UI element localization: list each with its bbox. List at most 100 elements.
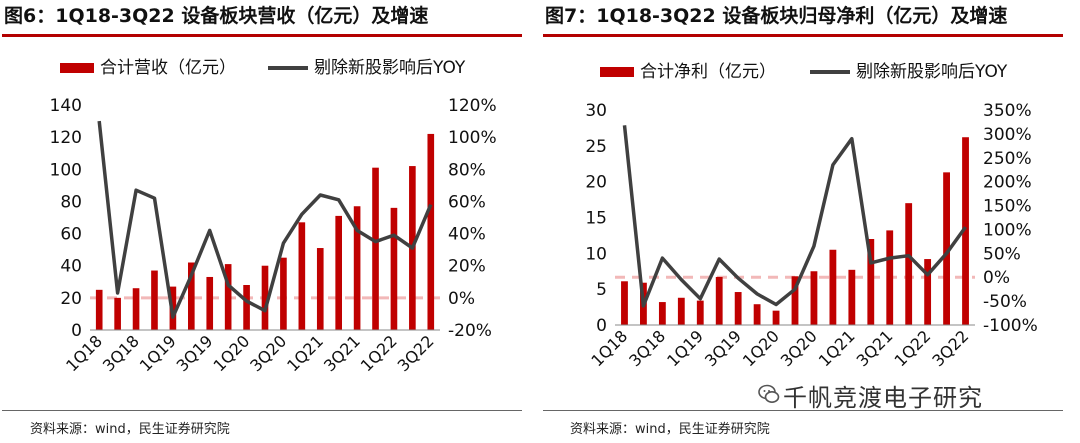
- profit-bar-2Q21: [867, 239, 875, 325]
- profit-bar-1Q19: [696, 300, 704, 325]
- profit-bar-4Q19: [753, 304, 761, 325]
- revenue-left-tick-label: 20: [60, 289, 82, 309]
- revenue-bar-1Q20: [243, 285, 250, 330]
- profit-bar-4Q18: [677, 297, 685, 325]
- profit-bar-2Q19: [715, 276, 723, 325]
- profit-x-tick-label: 3Q21: [853, 326, 897, 370]
- profit-legend-line-label: 剔除新股影响后YOY: [856, 62, 1008, 82]
- revenue-bar-2Q18: [114, 297, 121, 330]
- profit-x-tick-label: 3Q20: [777, 326, 821, 370]
- revenue-legend-bar-label: 合计营收（亿元）: [100, 58, 236, 78]
- profit-x-tick-label: 3Q19: [701, 326, 745, 370]
- figure-6-title-rule: [2, 34, 522, 37]
- wechat-logo-icon: [758, 384, 780, 403]
- profit-bar-3Q20: [810, 271, 818, 325]
- profit-left-tick-label: 15: [585, 209, 607, 229]
- revenue-right-tick-label: 100%: [448, 128, 497, 148]
- revenue-bar-1Q22: [390, 207, 398, 330]
- revenue-bar-2Q21: [335, 215, 342, 330]
- revenue-x-tick-label: 1Q21: [283, 331, 327, 375]
- profit-right-tick-label: 250%: [983, 149, 1032, 169]
- revenue-legend-bar-swatch: [60, 63, 94, 73]
- profit-right-tick-label: 100%: [983, 220, 1032, 240]
- profit-x-tick-label: 3Q18: [625, 326, 669, 370]
- revenue-left-tick-label: 140: [50, 96, 82, 116]
- revenue-right-tick-label: 120%: [448, 96, 497, 116]
- revenue-right-tick-label: 80%: [448, 160, 486, 180]
- revenue-bar-2Q19: [188, 262, 195, 330]
- profit-bar-3Q18: [658, 302, 666, 325]
- revenue-right-tick-label: 60%: [448, 192, 486, 212]
- revenue-bar-4Q21: [372, 167, 379, 330]
- revenue-left-tick-label: 40: [60, 257, 82, 277]
- figure-6-source: 资料来源：wind，民生证券研究院: [30, 422, 230, 437]
- profit-left-tick-label: 30: [585, 101, 607, 121]
- revenue-bar-3Q19: [206, 276, 214, 330]
- revenue-left-tick-label: 0: [71, 321, 82, 341]
- revenue-left-tick-label: 120: [50, 128, 82, 148]
- revenue-x-tick-label: 3Q18: [99, 331, 143, 375]
- profit-right-tick-label: 300%: [983, 125, 1032, 145]
- revenue-bar-2Q20: [261, 265, 269, 330]
- revenue-x-tick-label: 1Q20: [209, 331, 253, 375]
- revenue-bar-3Q20: [280, 257, 287, 330]
- profit-right-tick-label: 50%: [983, 244, 1021, 264]
- profit-bar-3Q21: [886, 230, 894, 325]
- profit-x-tick-label: 3Q22: [928, 326, 972, 370]
- revenue-x-tick-label: 3Q21: [320, 331, 364, 375]
- figure-7-title-rule: [543, 34, 1063, 37]
- figure-6-title: 图6：1Q18-3Q22 设备板块营收（亿元）及增速: [4, 5, 429, 27]
- figure-7-title: 图7：1Q18-3Q22 设备板块归母净利（亿元）及增速: [545, 5, 1008, 27]
- revenue-bar-1Q18: [95, 289, 103, 330]
- figure-6-source-rule: [2, 410, 522, 411]
- revenue-bar-4Q18: [151, 270, 158, 330]
- profit-x-tick-label: 1Q18: [587, 326, 631, 370]
- profit-bar-3Q22: [962, 137, 969, 325]
- profit-right-tick-label: 350%: [983, 101, 1032, 121]
- profit-bar-1Q22: [924, 259, 932, 325]
- revenue-x-tick-label: 1Q22: [357, 331, 401, 375]
- profit-right-tick-label: 0%: [983, 268, 1010, 288]
- revenue-left-tick-label: 60: [60, 225, 82, 245]
- revenue-chart: 合计营收（亿元） 剔除新股影响后YOY 0 20 40 60 80 100 120 140 -20%…: [50, 58, 497, 375]
- net-profit-chart: 合计净利（亿元） 剔除新股影响后YOY 0 5 10 15 20 25 30 -100% -50% 0…: [585, 62, 1038, 370]
- revenue-x-tick-label: 3Q20: [246, 331, 290, 375]
- profit-bar-4Q20: [829, 249, 837, 325]
- profit-right-tick-label: 200%: [983, 173, 1032, 193]
- profit-x-tick-label: 1Q21: [815, 326, 859, 370]
- profit-left-tick-label: 5: [596, 280, 607, 300]
- profit-yoy-line: [622, 125, 967, 308]
- profit-bar-2Q20: [791, 276, 799, 325]
- revenue-right-tick-label: 20%: [448, 257, 486, 277]
- revenue-bar-3Q22: [427, 133, 435, 330]
- revenue-bar-3Q21: [353, 206, 361, 330]
- profit-bar-1Q18: [621, 281, 628, 325]
- profit-bar-2Q22: [943, 172, 950, 325]
- profit-right-tick-label: 150%: [983, 197, 1032, 217]
- profit-left-tick-label: 10: [585, 244, 607, 264]
- watermark: 千帆竞渡电子研究: [783, 384, 983, 412]
- revenue-bar-1Q21: [316, 248, 324, 330]
- revenue-legend-line-label: 剔除新股影响后YOY: [314, 58, 466, 78]
- revenue-x-tick-label: 3Q19: [173, 331, 217, 375]
- profit-bar-4Q21: [905, 203, 913, 325]
- revenue-right-tick-label: -20%: [448, 321, 492, 341]
- revenue-x-tick-label: 3Q22: [394, 331, 438, 375]
- revenue-bar-4Q20: [298, 222, 306, 330]
- profit-x-tick-label: 1Q22: [891, 326, 935, 370]
- profit-bar-3Q19: [734, 292, 742, 325]
- revenue-x-tick-label: 1Q19: [136, 331, 180, 375]
- profit-x-tick-label: 1Q20: [739, 326, 783, 370]
- figure-7-source-rule: [543, 410, 1063, 411]
- revenue-bar-4Q19: [224, 264, 232, 330]
- profit-left-tick-label: 20: [585, 173, 607, 193]
- figure-7-source: 资料来源：wind，民生证券研究院: [570, 422, 770, 437]
- profit-right-tick-label: -100%: [983, 316, 1038, 336]
- revenue-left-tick-label: 100: [50, 160, 82, 180]
- revenue-right-tick-label: 0%: [448, 289, 475, 309]
- revenue-right-tick-label: 40%: [448, 225, 486, 245]
- profit-legend-bar-swatch: [600, 67, 634, 77]
- profit-bar-1Q21: [848, 269, 856, 325]
- profit-legend-bar-label: 合计净利（亿元）: [640, 62, 776, 82]
- revenue-x-tick-label: 1Q18: [62, 331, 106, 375]
